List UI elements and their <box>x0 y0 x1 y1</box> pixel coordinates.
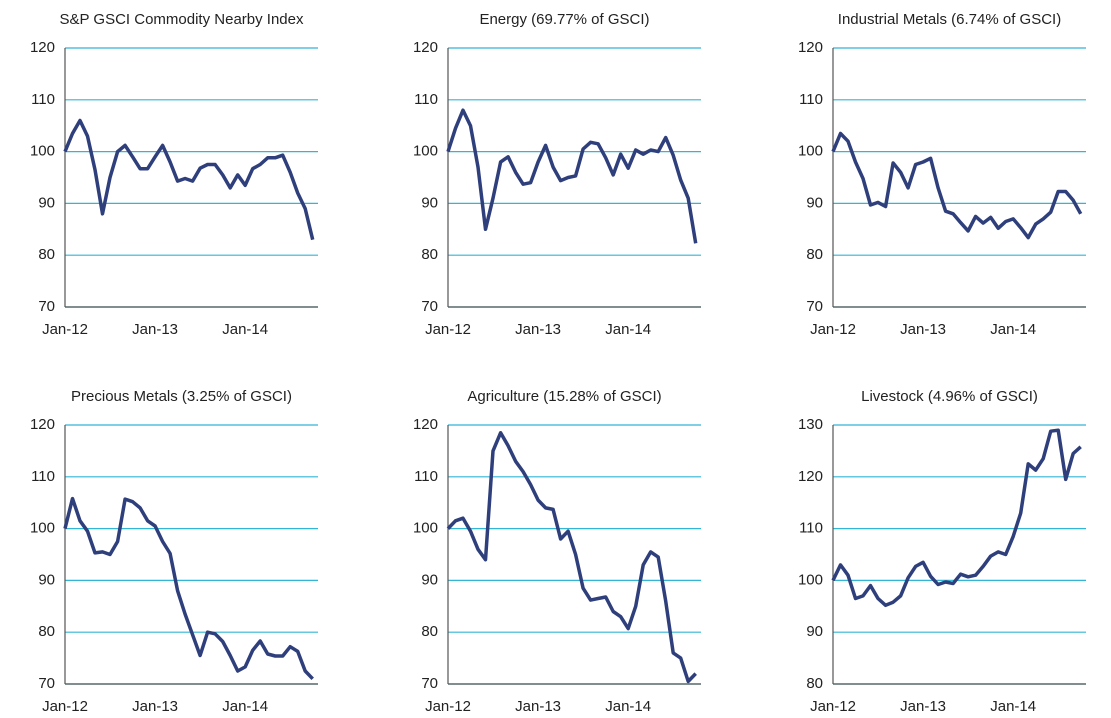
y-tick-label: 110 <box>31 468 55 485</box>
y-tick-label: 120 <box>798 39 823 56</box>
y-tick-label: 70 <box>38 675 55 692</box>
y-tick-label: 110 <box>31 91 55 108</box>
y-tick-label: 80 <box>38 246 55 263</box>
y-tick-label: 90 <box>806 623 823 640</box>
y-tick-label: 120 <box>30 39 55 56</box>
x-tick-label: Jan-13 <box>515 321 561 338</box>
y-tick-label: 70 <box>38 298 55 315</box>
y-tick-label: 110 <box>799 520 823 537</box>
x-tick-label: Jan-14 <box>605 321 651 338</box>
y-tick-label: 130 <box>798 416 823 433</box>
y-tick-label: 100 <box>798 143 823 160</box>
y-tick-label: 100 <box>30 143 55 160</box>
x-tick-label: Jan-14 <box>222 698 268 715</box>
chart-title: Agriculture (15.28% of GSCI) <box>467 388 661 405</box>
y-tick-label: 100 <box>30 520 55 537</box>
x-tick-label: Jan-12 <box>810 321 856 338</box>
line-series <box>831 428 1082 608</box>
y-tick-label: 110 <box>414 91 438 108</box>
y-tick-label: 70 <box>806 298 823 315</box>
y-tick-label: 120 <box>413 39 438 56</box>
x-tick-label: Jan-13 <box>515 698 561 715</box>
chart-title: Industrial Metals (6.74% of GSCI) <box>838 11 1061 28</box>
y-tick-label: 90 <box>806 194 823 211</box>
x-tick-label: Jan-13 <box>132 698 178 715</box>
y-tick-label: 100 <box>798 571 823 588</box>
y-tick-label: 100 <box>413 520 438 537</box>
y-tick-label: 70 <box>421 675 438 692</box>
line-series <box>446 108 698 244</box>
x-tick-label: Jan-14 <box>222 321 268 338</box>
chart-title: Precious Metals (3.25% of GSCI) <box>71 388 292 405</box>
x-tick-label: Jan-12 <box>42 321 88 338</box>
x-tick-label: Jan-13 <box>900 321 946 338</box>
chart-title: S&P GSCI Commodity Nearby Index <box>60 11 304 28</box>
y-tick-label: 90 <box>38 571 55 588</box>
x-tick-label: Jan-14 <box>990 321 1036 338</box>
x-tick-label: Jan-12 <box>425 321 471 338</box>
y-tick-label: 90 <box>421 194 438 211</box>
chart-title: Energy (69.77% of GSCI) <box>479 11 649 28</box>
y-tick-label: 120 <box>30 416 55 433</box>
x-tick-label: Jan-14 <box>990 698 1036 715</box>
y-tick-label: 120 <box>798 468 823 485</box>
y-tick-label: 110 <box>799 91 823 108</box>
y-tick-label: 80 <box>421 623 438 640</box>
y-tick-label: 80 <box>806 246 823 263</box>
y-tick-label: 80 <box>421 246 438 263</box>
chart-title: Livestock (4.96% of GSCI) <box>861 388 1038 405</box>
y-tick-label: 70 <box>421 298 438 315</box>
y-tick-label: 100 <box>413 143 438 160</box>
x-tick-label: Jan-12 <box>810 698 856 715</box>
line-series <box>446 431 697 684</box>
y-tick-label: 80 <box>38 623 55 640</box>
x-tick-label: Jan-12 <box>42 698 88 715</box>
y-tick-label: 90 <box>38 194 55 211</box>
x-tick-label: Jan-12 <box>425 698 471 715</box>
line-series <box>831 131 1083 240</box>
line-series <box>63 118 315 241</box>
line-series <box>63 496 314 681</box>
x-tick-label: Jan-13 <box>900 698 946 715</box>
y-tick-label: 90 <box>421 571 438 588</box>
x-tick-label: Jan-14 <box>605 698 651 715</box>
x-tick-label: Jan-13 <box>132 321 178 338</box>
y-tick-label: 110 <box>414 468 438 485</box>
y-tick-label: 120 <box>413 416 438 433</box>
y-tick-label: 80 <box>806 675 823 692</box>
